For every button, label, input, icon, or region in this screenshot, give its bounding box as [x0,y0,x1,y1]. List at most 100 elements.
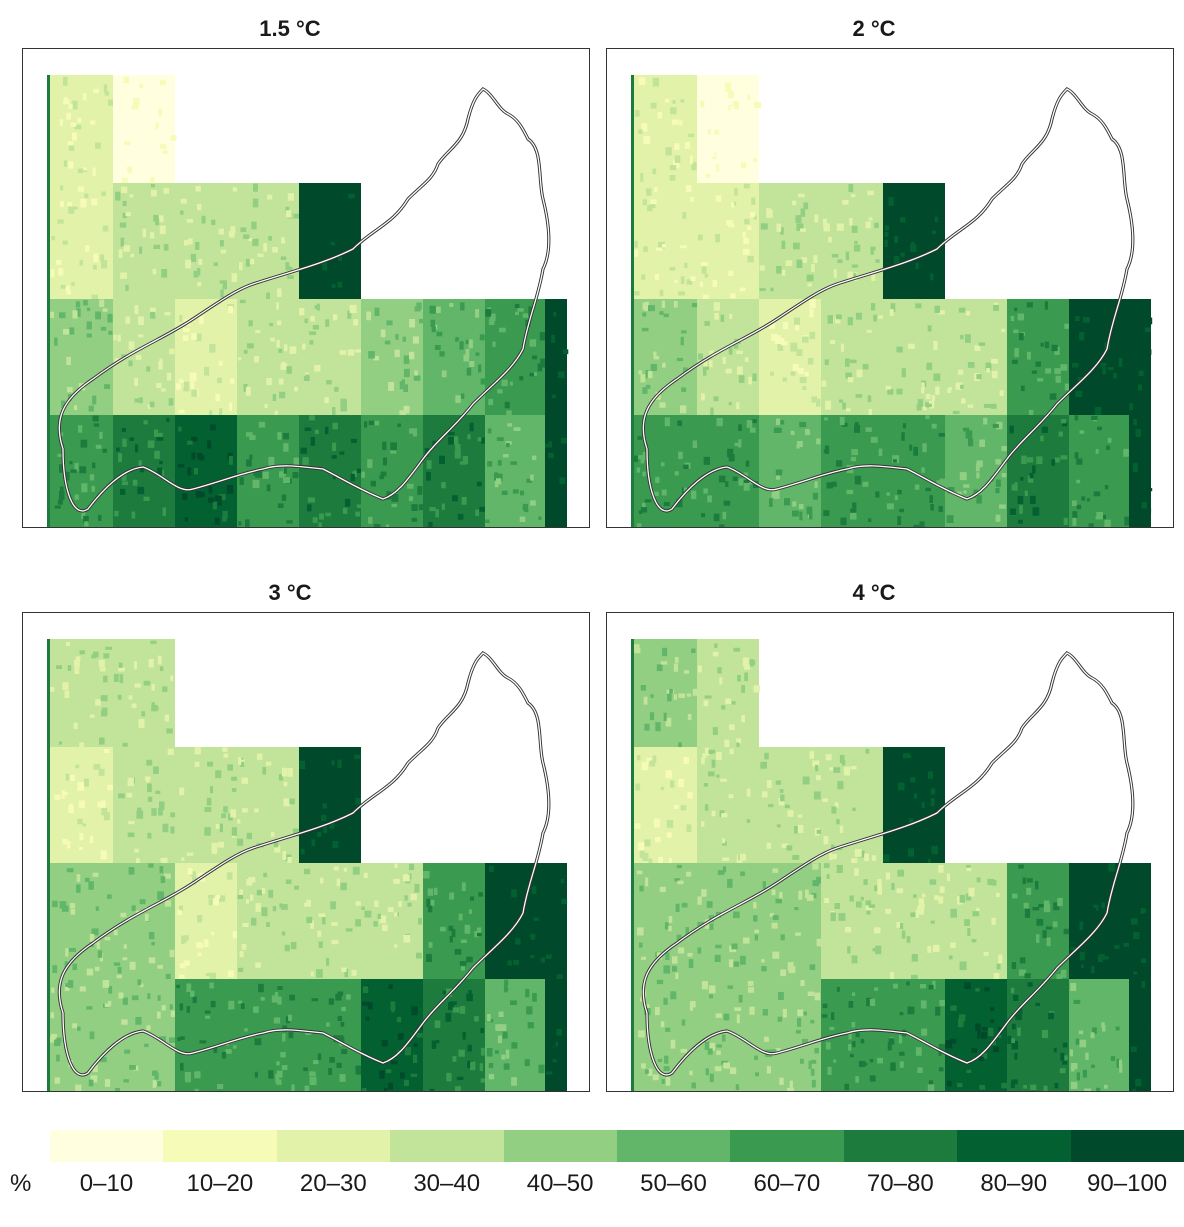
terrain-texture [1135,429,1141,437]
terrain-texture [678,742,682,749]
terrain-texture [532,993,537,1002]
terrain-texture [332,422,338,430]
terrain-texture [1133,932,1140,940]
terrain-texture [277,503,284,508]
terrain-texture [870,436,878,443]
terrain-texture [1018,519,1023,524]
terrain-texture [764,1036,769,1042]
terrain-texture [1097,955,1103,963]
grid-cell [759,183,821,299]
terrain-texture [906,981,910,986]
terrain-texture [276,302,280,310]
terrain-texture [300,447,307,454]
terrain-texture [239,889,244,897]
terrain-texture [547,409,553,417]
terrain-texture [927,945,932,953]
terrain-texture [163,244,169,251]
terrain-texture [998,504,1006,509]
terrain-texture [388,984,393,990]
terrain-texture [540,957,546,963]
terrain-texture [807,283,813,287]
terrain-texture [930,504,934,511]
terrain-texture [792,364,799,372]
terrain-texture [219,823,223,833]
terrain-texture [428,942,433,948]
terrain-texture [181,857,185,861]
terrain-texture [341,967,347,972]
terrain-texture [441,503,445,510]
terrain-texture [280,904,288,910]
terrain-texture [784,804,790,809]
legend-swatch [730,1130,845,1162]
terrain-texture [194,468,198,475]
terrain-texture [104,91,109,96]
terrain-texture [783,341,788,345]
terrain-texture [1014,1052,1018,1060]
terrain-texture [959,472,967,481]
terrain-texture [646,758,652,763]
terrain-texture [983,951,989,956]
terrain-texture [898,782,905,791]
terrain-texture [731,202,735,208]
terrain-texture [686,693,692,697]
terrain-texture [728,959,734,968]
terrain-texture [738,424,742,431]
terrain-texture [806,274,814,282]
terrain-texture [364,910,372,918]
terrain-texture [403,355,410,365]
terrain-texture [705,1068,709,1076]
terrain-texture [551,1010,559,1019]
terrain-texture [330,241,335,246]
terrain-texture [723,500,731,506]
terrain-texture [74,666,80,675]
terrain-texture [740,871,745,877]
terrain-texture [1075,390,1083,398]
terrain-texture [771,889,776,896]
terrain-texture [137,486,145,495]
terrain-texture [844,1083,849,1091]
terrain-texture [659,886,666,893]
terrain-texture [691,490,697,500]
terrain-texture [143,420,148,425]
terrain-texture [199,316,204,325]
terrain-texture [436,1040,440,1044]
terrain-texture [839,825,844,834]
terrain-texture [263,872,268,878]
terrain-texture [1080,948,1084,952]
terrain-texture [185,259,192,269]
terrain-texture [161,1005,166,1011]
terrain-texture [456,1076,464,1081]
terrain-texture [638,455,645,460]
terrain-texture [57,219,64,224]
terrain-texture [427,905,433,913]
terrain-texture [361,471,365,478]
terrain-texture [99,254,105,262]
terrain-texture [816,829,823,834]
terrain-texture [170,1010,176,1017]
terrain-texture [1011,1040,1019,1050]
terrain-texture [218,895,226,902]
terrain-texture [207,761,214,767]
terrain-texture [773,490,780,499]
terrain-texture [338,255,342,261]
terrain-texture [135,354,142,360]
terrain-texture [653,818,660,828]
terrain-texture [100,850,107,860]
terrain-texture [217,841,224,848]
terrain-texture [468,909,472,914]
terrain-texture [703,367,707,376]
terrain-texture [103,675,108,683]
terrain-texture [140,155,145,165]
terrain-texture [771,1049,777,1054]
terrain-texture [938,505,943,512]
terrain-texture [303,1067,308,1072]
terrain-texture [78,425,83,433]
terrain-texture [1011,962,1017,969]
legend-swatch [617,1130,731,1162]
terrain-texture [98,514,102,522]
terrain-texture [147,832,152,839]
terrain-texture [131,511,136,519]
terrain-texture [54,794,61,800]
terrain-texture [411,1006,418,1016]
terrain-texture [317,832,322,837]
